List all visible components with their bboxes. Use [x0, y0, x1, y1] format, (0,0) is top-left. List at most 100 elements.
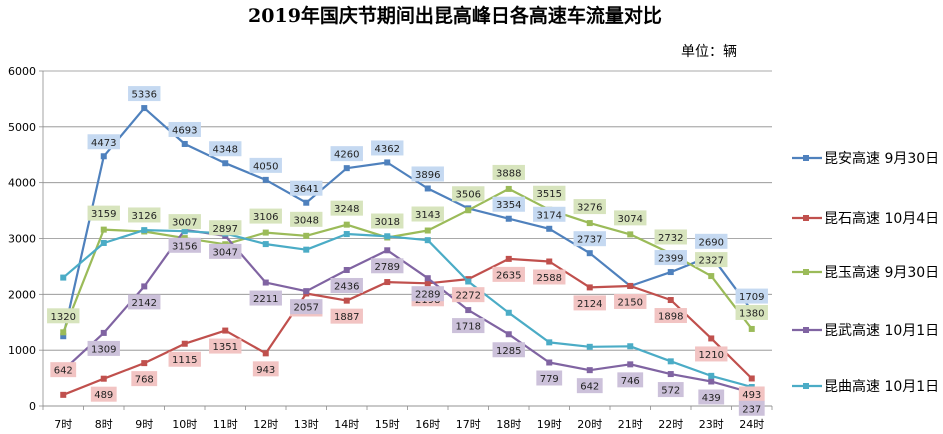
data-label: 3506 [456, 190, 481, 201]
data-point [181, 140, 188, 147]
data-label: 3048 [294, 215, 319, 226]
y-axis-ticks: 0 1000 2000 3000 4000 5000 6000 [8, 65, 36, 413]
data-point [303, 232, 310, 239]
data-point [141, 227, 148, 234]
x-tick-label: 10时 [172, 418, 197, 431]
data-label: 572 [661, 386, 680, 397]
data-point [262, 241, 269, 248]
data-point [343, 297, 350, 304]
data-label: 1718 [456, 322, 481, 333]
data-label: 2897 [213, 224, 238, 235]
data-label: 2588 [537, 273, 562, 284]
legend-label: 昆曲高速 10月1日 [824, 378, 939, 395]
data-label: 1115 [172, 355, 197, 366]
data-point [708, 372, 715, 379]
data-point [546, 225, 553, 232]
data-point [141, 360, 148, 367]
data-label: 2289 [415, 290, 440, 301]
data-point [424, 185, 431, 192]
legend-marker [803, 215, 809, 221]
data-label: 2272 [456, 291, 481, 302]
data-label: 439 [702, 393, 721, 404]
unit-label: 单位：辆 [681, 44, 737, 60]
data-point [505, 331, 512, 338]
data-label-bg [698, 389, 725, 405]
series-group [60, 105, 755, 398]
data-point [708, 335, 715, 342]
x-tick-label: 12时 [253, 418, 278, 431]
data-point [343, 231, 350, 238]
legend-marker [803, 327, 809, 333]
data-label-bg [371, 140, 404, 156]
data-point [424, 227, 431, 234]
data-point [100, 375, 107, 382]
data-label-bg [536, 370, 563, 386]
data-label: 1898 [658, 312, 683, 323]
x-tick-label: 19时 [537, 418, 562, 431]
data-point [667, 358, 674, 365]
data-label-bg [654, 229, 687, 245]
data-point [465, 307, 472, 314]
data-point [100, 153, 107, 160]
data-label: 3276 [577, 203, 602, 214]
data-label-bg [90, 386, 117, 402]
data-point [748, 325, 755, 332]
x-tick-label: 8时 [95, 418, 113, 431]
x-tick-label: 20时 [577, 418, 602, 431]
data-point [546, 359, 553, 366]
legend-marker [803, 383, 809, 389]
data-label-bg [452, 287, 485, 303]
data-label: 3143 [415, 210, 440, 221]
data-label-bg [128, 86, 161, 102]
x-tick-label: 18时 [496, 418, 521, 431]
data-label-bg [695, 233, 728, 249]
data-label: 1887 [334, 312, 359, 323]
data-point [384, 247, 391, 254]
x-tick-label: 22时 [658, 418, 683, 431]
data-label-bg [695, 346, 728, 362]
data-label: 3018 [375, 217, 400, 228]
data-label: 3074 [618, 214, 643, 225]
data-label: 1380 [739, 308, 764, 319]
data-label: 768 [135, 375, 154, 386]
data-label-bg [87, 205, 120, 221]
data-point [627, 343, 634, 350]
data-label-bg [371, 258, 404, 274]
data-label-bg [657, 382, 684, 398]
data-label-bg [411, 206, 444, 222]
series-line [62, 229, 753, 389]
data-label: 2057 [294, 303, 319, 314]
x-tick-label: 7时 [54, 418, 72, 431]
data-point [303, 246, 310, 253]
data-label: 3106 [253, 212, 278, 223]
data-point [546, 258, 553, 265]
data-point [343, 266, 350, 273]
data-label: 2436 [334, 281, 359, 292]
data-label-bg [533, 269, 566, 285]
x-tick-label: 16时 [415, 418, 440, 431]
data-point [384, 279, 391, 286]
data-label-bg [492, 342, 525, 358]
data-point [262, 176, 269, 183]
data-label: 1351 [213, 342, 238, 353]
y-tick-label: 3000 [8, 233, 36, 246]
data-label-bg [695, 252, 728, 268]
x-tick-label: 23时 [699, 418, 724, 431]
series-line [62, 106, 753, 337]
data-label-bg [330, 308, 363, 324]
data-label-bg [128, 294, 161, 310]
data-label: 642 [54, 366, 73, 377]
chart-title: 2019年国庆节期间出昆高峰日各高速车流量对比 [248, 4, 662, 27]
data-label-bg [411, 286, 444, 302]
x-axis-ticks: 7时 8时 9时 10时 11时 12时 13时 14时 15时 16时 17时 18时 19时 20时 2… [54, 418, 764, 431]
data-label: 4348 [213, 145, 238, 156]
y-tick-label: 4000 [8, 177, 36, 190]
data-label: 5336 [132, 90, 157, 101]
data-label-bg [131, 371, 158, 387]
data-label-bg [573, 231, 606, 247]
data-label: 2211 [253, 294, 278, 305]
data-label-bg [209, 141, 242, 157]
data-label: 1285 [496, 346, 521, 357]
data-label-bg [290, 299, 323, 315]
